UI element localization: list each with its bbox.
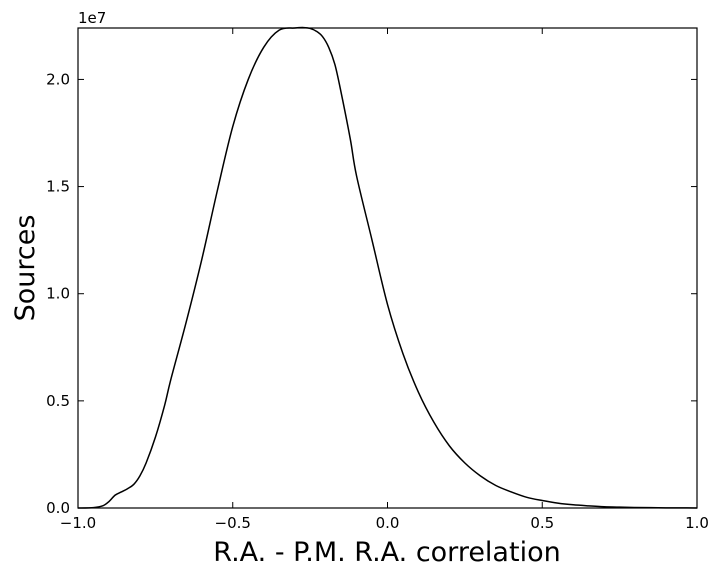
y-tick-label: 0.0 [46, 499, 70, 517]
x-axis-label: R.A. - P.M. R.A. correlation [213, 537, 560, 568]
x-tick-label: −1.0 [60, 514, 96, 532]
x-tick-label: 0.5 [530, 514, 554, 532]
y-axis-label: Sources [10, 215, 41, 322]
x-tick-labels: −1.0 −0.5 0.0 0.5 1.0 [60, 514, 709, 532]
y-offset-label: 1e7 [78, 9, 106, 27]
y-tick-labels: 0.0 0.5 1.0 1.5 2.0 [46, 70, 70, 517]
y-tick-label: 1.5 [46, 178, 70, 196]
plot-frame [77, 27, 698, 509]
series-line [77, 26, 698, 509]
y-tick-label: 2.0 [46, 70, 70, 88]
x-tick-label: 1.0 [685, 514, 709, 532]
y-tick-label: 0.5 [46, 392, 70, 410]
x-tick-label: 0.0 [376, 514, 400, 532]
y-tick-label: 1.0 [46, 285, 70, 303]
x-tick-label: −0.5 [215, 514, 251, 532]
